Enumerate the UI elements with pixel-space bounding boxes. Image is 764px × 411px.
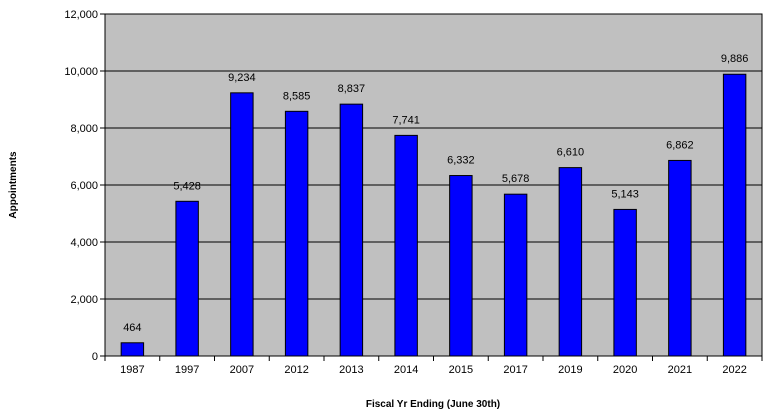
data-label: 464: [123, 322, 141, 334]
bar: [175, 200, 199, 357]
y-axis-ticks: 0 2,000 4,000 6,000 8,000 10,000 12,000: [64, 9, 105, 363]
bar-series: [120, 73, 747, 357]
x-tick-label: 2015: [449, 364, 473, 376]
x-tick-label: 2017: [503, 364, 527, 376]
data-label: 7,741: [392, 114, 420, 126]
x-tick-label: 1997: [175, 364, 199, 376]
bar: [230, 92, 254, 357]
data-label: 6,332: [447, 155, 475, 167]
x-tick-label: 2014: [394, 364, 418, 376]
y-tick-label: 0: [92, 351, 98, 363]
x-tick-label: 2007: [230, 364, 254, 376]
bar: [339, 103, 364, 357]
x-tick-label: 2020: [613, 364, 637, 376]
bar: [558, 167, 583, 357]
data-label: 6,862: [666, 139, 694, 151]
data-label: 5,143: [611, 188, 639, 200]
bar: [449, 175, 473, 357]
data-label: 8,837: [338, 83, 366, 95]
gridlines: [105, 13, 762, 300]
y-tick-label: 6,000: [70, 180, 98, 192]
y-tick-label: 12,000: [64, 9, 98, 21]
data-label: 5,428: [173, 180, 201, 192]
data-label: 5,678: [502, 173, 530, 185]
data-label: 8,585: [283, 90, 311, 102]
x-tick-label: 2021: [668, 364, 692, 376]
bar: [503, 193, 528, 357]
x-tick-label: 2022: [722, 364, 746, 376]
y-tick-label: 2,000: [70, 294, 98, 306]
bar: [394, 134, 418, 357]
y-tick-label: 10,000: [64, 66, 98, 78]
data-label: 9,886: [721, 53, 749, 65]
x-tick-label: 2019: [558, 364, 582, 376]
data-label: 6,610: [557, 147, 585, 159]
x-axis-ticks: 1987 1997 2007 2012 2013 2014 2015 2017 2019 2020…: [104, 356, 763, 376]
x-axis-title: Fiscal Yr Ending (June 30th): [366, 399, 500, 410]
bar: [722, 73, 747, 357]
y-axis-title: Appointments: [8, 151, 19, 219]
data-labels: 464 5,428 9,234 8,585 8,837 7,741 6,332 5,678 6,…: [123, 53, 748, 334]
bar: [284, 110, 309, 357]
bar: [120, 342, 145, 357]
x-tick-label: 1987: [120, 364, 144, 376]
x-tick-label: 2013: [339, 364, 363, 376]
x-tick-label: 2012: [284, 364, 308, 376]
y-tick-label: 8,000: [70, 123, 98, 135]
bar: [613, 208, 637, 357]
y-tick-label: 4,000: [70, 237, 98, 249]
data-label: 9,234: [228, 72, 256, 84]
bar: [668, 159, 692, 357]
